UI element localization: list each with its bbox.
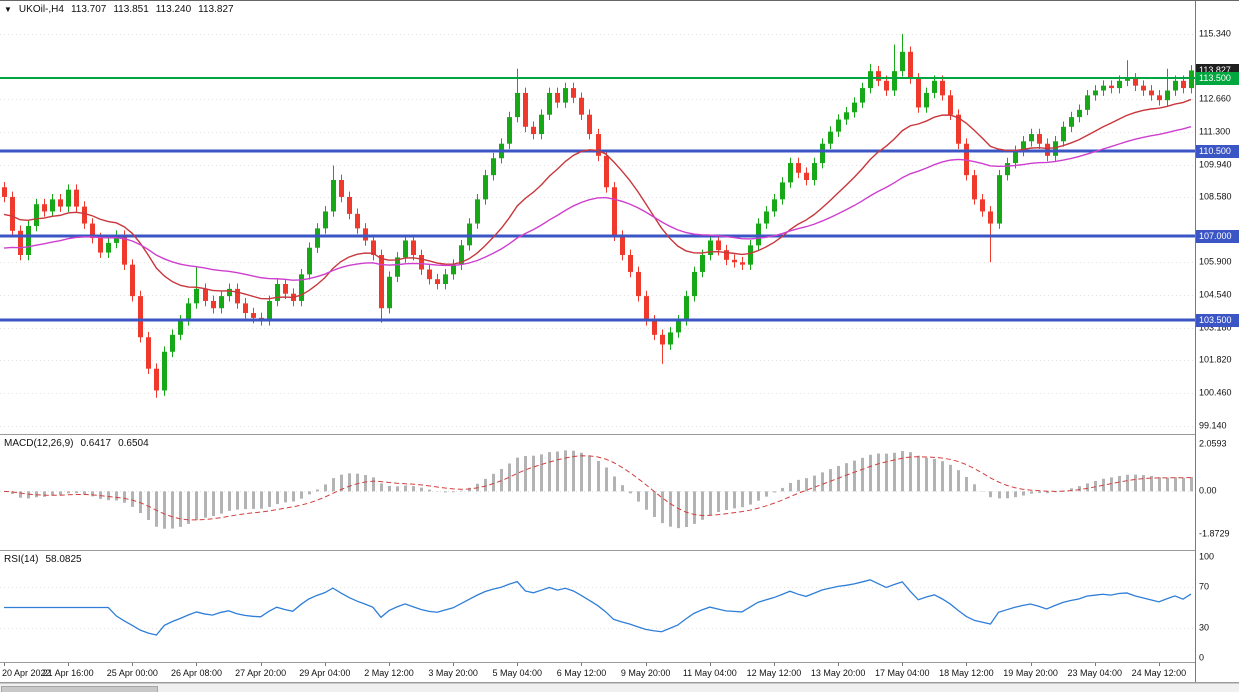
time-tick-mark [838, 663, 839, 666]
price-tick-label: 112.660 [1199, 93, 1231, 104]
macd-tick-label: 0.00 [1199, 485, 1217, 496]
price-tick-label: 103.180 [1199, 322, 1232, 333]
open-price-value: 113.707 [70, 4, 107, 15]
time-tick-mark [1031, 663, 1032, 666]
chart-scrollbar-track[interactable] [0, 683, 1239, 692]
price-tick-label: 109.940 [1199, 159, 1232, 170]
symbol-timeframe-label: UKOil-,H4 [18, 4, 64, 15]
time-tick-label: 13 May 20:00 [810, 668, 866, 678]
price-tick-label: 99.140 [1199, 420, 1227, 431]
rsi-tick-label: 30 [1199, 622, 1210, 633]
macd-panel-canvas[interactable] [0, 435, 1195, 550]
time-tick-mark [389, 663, 390, 666]
high-price-value: 113.851 [113, 4, 149, 15]
price-axis-separator [1195, 1, 1196, 682]
price-tick-label: 111.300 [1199, 126, 1231, 137]
time-tick-mark [1159, 663, 1160, 666]
time-tick-label: 6 May 12:00 [556, 668, 607, 678]
hline-price-tag[interactable]: 103.500 [1196, 314, 1239, 328]
price-tick-label: 104.540 [1199, 289, 1232, 300]
timeaxis-bottom-separator [0, 682, 1239, 683]
rsi-tick-label: 70 [1199, 581, 1210, 592]
macd-name: MACD(12,26,9) [4, 438, 74, 449]
time-tick-label: 20 Apr 2022 [2, 668, 51, 678]
main-macd-separator [0, 434, 1239, 435]
time-tick-label: 5 May 04:00 [492, 668, 543, 678]
time-tick-mark [966, 663, 967, 666]
rsi-name: RSI(14) [4, 554, 39, 565]
chart-menu-arrow-icon[interactable]: ▼ [4, 5, 12, 14]
time-tick-mark [4, 663, 5, 666]
time-tick-mark [902, 663, 903, 666]
chart-scrollbar-thumb[interactable] [1, 686, 158, 692]
time-tick-label: 3 May 20:00 [428, 668, 478, 678]
hline-price-tag[interactable]: 107.000 [1196, 229, 1239, 243]
close-price-value: 113.827 [198, 4, 234, 15]
time-tick-mark [710, 663, 711, 666]
hline-price-tag[interactable]: 113.500 [1196, 72, 1239, 86]
time-tick-label: 19 May 20:00 [1003, 668, 1058, 678]
macd-indicator-label: MACD(12,26,9) 0.6417 0.6504 [4, 438, 149, 449]
price-tick-label: 100.460 [1199, 387, 1232, 398]
hline-price-tag[interactable]: 110.500 [1196, 144, 1239, 158]
macd-tick-label: -1.8729 [1199, 528, 1230, 539]
time-tick-label: 9 May 20:00 [620, 668, 671, 678]
time-tick-label: 24 May 12:00 [1131, 668, 1187, 678]
price-chart-canvas[interactable] [0, 1, 1195, 434]
time-tick-mark [261, 663, 262, 666]
time-tick-label: 2 May 12:00 [364, 668, 414, 678]
rsi-indicator-label: RSI(14) 58.0825 [4, 554, 82, 565]
symbol-ohlc-bar: ▼ UKOil-,H4 113.707 113.851 113.240 113.… [4, 4, 234, 15]
macd-signal-value: 0.6504 [118, 438, 149, 449]
time-tick-label: 23 May 04:00 [1067, 668, 1123, 678]
time-tick-mark [68, 663, 69, 666]
rsi-tick-label: 0 [1199, 652, 1205, 663]
time-tick-label: 29 Apr 04:00 [299, 668, 351, 678]
macd-rsi-separator [0, 550, 1239, 551]
time-tick-label: 12 May 12:00 [746, 668, 802, 678]
time-tick-label: 17 May 04:00 [874, 668, 930, 678]
price-axis[interactable]: 115.340 112.660 111.300 109.940 108.580 105.9… [1196, 1, 1239, 682]
macd-main-value: 0.6417 [80, 438, 112, 449]
time-tick-label: 18 May 12:00 [939, 668, 994, 678]
price-tick-label: 105.900 [1199, 256, 1232, 267]
time-tick-label: 27 Apr 20:00 [235, 668, 287, 678]
price-tick-label: 101.820 [1199, 354, 1232, 365]
time-axis[interactable]: 20 Apr 2022 21 Apr 16:00 25 Apr 00:00 26 Ap… [0, 663, 1195, 682]
price-tick-label: 108.580 [1199, 191, 1232, 202]
rsi-panel-canvas[interactable] [0, 551, 1195, 662]
time-tick-mark [646, 663, 647, 666]
time-tick-mark [774, 663, 775, 666]
price-tick-label: 115.340 [1199, 28, 1231, 39]
rsi-timeaxis-separator [0, 662, 1239, 663]
rsi-value: 58.0825 [45, 554, 82, 565]
low-price-value: 113.240 [155, 4, 192, 15]
time-tick-mark [325, 663, 326, 666]
time-tick-label: 26 Apr 08:00 [170, 668, 223, 678]
time-tick-mark [581, 663, 582, 666]
time-tick-label: 25 Apr 00:00 [106, 668, 158, 678]
time-tick-mark [132, 663, 133, 666]
time-tick-mark [1095, 663, 1096, 666]
time-tick-mark [196, 663, 197, 666]
time-tick-label: 21 Apr 16:00 [42, 668, 94, 678]
time-tick-mark [453, 663, 454, 666]
time-tick-mark [517, 663, 518, 666]
macd-tick-label: 2.0593 [1199, 438, 1227, 449]
time-tick-label: 11 May 04:00 [682, 668, 737, 678]
rsi-tick-label: 100 [1199, 551, 1215, 562]
